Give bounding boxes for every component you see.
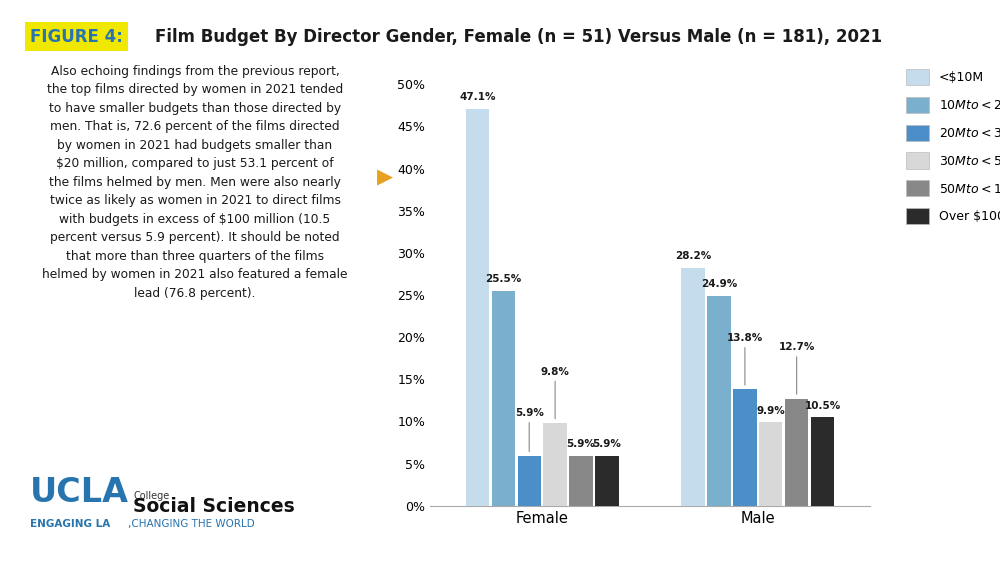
Text: 5.9%: 5.9% xyxy=(515,408,544,418)
Text: UCLA: UCLA xyxy=(30,475,129,509)
Text: 25.5%: 25.5% xyxy=(485,274,521,284)
Bar xyxy=(569,456,593,506)
Text: ENGAGING LA: ENGAGING LA xyxy=(30,519,110,529)
Text: Also echoing findings from the previous report,
the top films directed by women : Also echoing findings from the previous … xyxy=(42,65,348,300)
Text: 13.8%: 13.8% xyxy=(727,333,763,343)
Text: 24.9%: 24.9% xyxy=(701,279,737,289)
Text: FIGURE 4:: FIGURE 4: xyxy=(30,28,123,46)
Text: 9.9%: 9.9% xyxy=(756,406,785,416)
Bar xyxy=(492,291,515,506)
Bar xyxy=(595,456,619,506)
Bar xyxy=(759,423,782,506)
Bar xyxy=(518,456,541,506)
Bar xyxy=(785,399,808,506)
Bar xyxy=(733,389,757,506)
Text: College: College xyxy=(133,491,169,501)
Text: 5.9%: 5.9% xyxy=(567,439,595,450)
Bar xyxy=(543,423,567,506)
Text: 9.8%: 9.8% xyxy=(541,367,570,377)
Text: 28.2%: 28.2% xyxy=(675,251,711,261)
Bar xyxy=(466,109,489,506)
Legend: <$10M, $10M to <$20M, $20M to <$30M, $30M to <$50M, $50M to <$100M, Over $100M: <$10M, $10M to <$20M, $20M to <$30M, $30… xyxy=(903,65,1000,228)
Bar xyxy=(811,417,834,506)
Text: 10.5%: 10.5% xyxy=(804,401,841,410)
Text: 12.7%: 12.7% xyxy=(778,342,815,352)
Text: 5.9%: 5.9% xyxy=(592,439,621,450)
Bar xyxy=(681,268,705,506)
Text: ▶: ▶ xyxy=(377,167,393,187)
Text: Film Budget By Director Gender, Female (n = 51) Versus Male (n = 181), 2021: Film Budget By Director Gender, Female (… xyxy=(155,28,882,46)
Text: ,CHANGING THE WORLD: ,CHANGING THE WORLD xyxy=(128,519,255,529)
Bar xyxy=(707,296,731,506)
Text: Social Sciences: Social Sciences xyxy=(133,497,295,516)
Text: 47.1%: 47.1% xyxy=(459,92,496,102)
